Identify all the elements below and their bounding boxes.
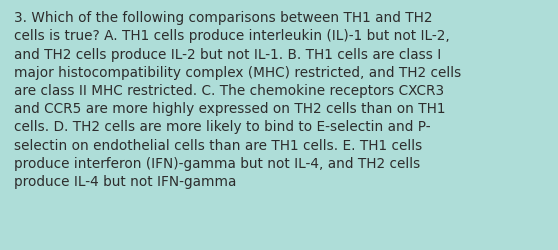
Text: 3. Which of the following comparisons between TH1 and TH2
cells is true? A. TH1 : 3. Which of the following comparisons be… xyxy=(14,11,461,188)
